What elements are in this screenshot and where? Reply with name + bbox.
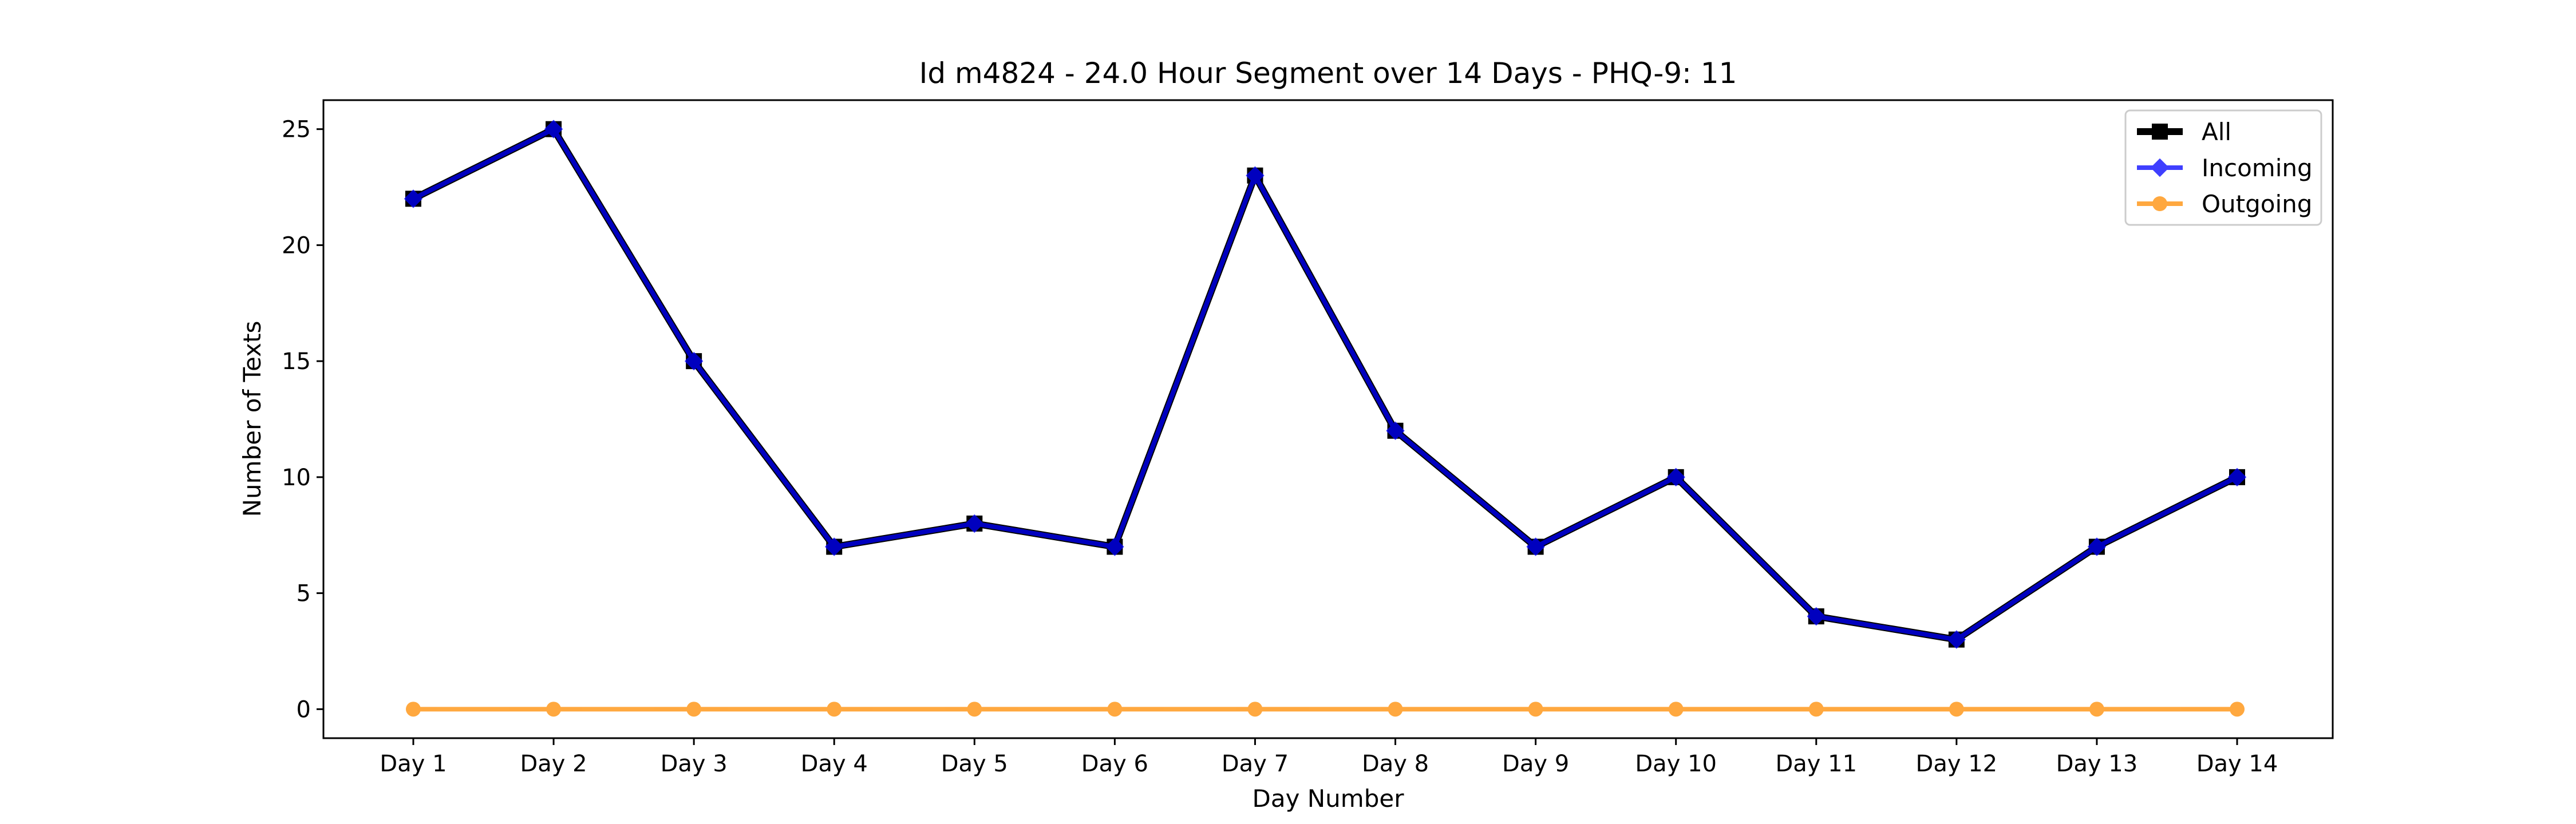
x-tick-label: Day 6 [1081,751,1148,777]
data-point-incoming [2227,468,2247,487]
x-tick-label: Day 9 [1502,751,1569,777]
x-tick-label: Day 12 [1916,751,1998,777]
data-point-incoming [965,514,984,533]
y-axis: 0 5 10 15 20 25 [282,117,323,723]
legend-box [2124,109,2322,226]
legend-label: Outgoing [2202,190,2312,218]
x-tick-label: Day 14 [2196,751,2278,777]
data-point-outgoing [827,702,842,717]
data-point-outgoing [1668,702,1684,717]
data-point-outgoing [686,702,702,717]
data-point-incoming [1526,537,1545,556]
data-point-outgoing [1107,702,1123,717]
data-point-outgoing [1528,702,1543,717]
data-point-outgoing [967,702,982,717]
y-tick-label: 10 [282,465,311,491]
data-point-incoming [1105,537,1124,556]
data-point-incoming [1947,630,1966,649]
data-point-outgoing [546,702,562,717]
series-line-all [412,125,2239,643]
data-point-outgoing [2230,702,2245,717]
x-tick-label: Day 10 [1635,751,1717,777]
plot-frame [322,99,2334,739]
data-point-incoming [1386,421,1405,441]
legend: All Incoming Outgoing [2124,109,2322,226]
x-axis: Day 1 Day 2 Day 3 Day 4 Day 5 Day 6 Day 7 Day 8… [380,738,2278,777]
legend-item-incoming [2137,158,2183,177]
legend-label: Incoming [2202,154,2313,182]
series-layer [404,120,2247,717]
legend-marker [2152,124,2168,140]
data-point-incoming [1246,166,1265,185]
series-incoming [404,120,2247,649]
x-tick-label: Day 11 [1775,751,1857,777]
legend-marker [2150,158,2170,177]
x-tick-label: Day 8 [1362,751,1429,777]
x-tick-label: Day 7 [1222,751,1289,777]
data-point-outgoing [1949,702,1964,717]
data-point-outgoing [1388,702,1403,717]
data-point-incoming [2087,537,2107,556]
data-point-incoming [1666,468,1685,487]
x-tick-label: Day 5 [941,751,1008,777]
data-point-incoming [824,537,844,556]
data-point-incoming [1807,607,1826,626]
data-point-outgoing [1247,702,1263,717]
x-axis-label: Day Number [1252,785,1404,813]
x-tick-label: Day 1 [380,751,447,777]
y-tick-label: 5 [297,581,311,607]
series-all [405,121,2245,648]
data-point-outgoing [2089,702,2104,717]
legend-item-outgoing [2137,196,2183,211]
data-point-incoming [404,189,423,208]
data-point-outgoing [1808,702,1824,717]
series-outgoing [406,702,2245,717]
y-tick-label: 0 [297,696,311,723]
series-line-incoming [412,126,2238,642]
y-tick-label: 20 [282,232,311,259]
y-tick-label: 15 [282,348,311,375]
x-tick-label: Day 4 [801,751,868,777]
x-tick-label: Day 13 [2056,751,2138,777]
x-tick-label: Day 3 [661,751,728,777]
data-point-incoming [684,351,704,371]
x-tick-label: Day 2 [520,751,587,777]
legend-item-all [2137,124,2183,140]
data-point-incoming [544,120,563,138]
legend-marker [2152,196,2167,211]
data-point-outgoing [406,702,421,717]
legend-label: All [2202,118,2231,146]
y-axis-label: Number of Texts [238,321,266,517]
y-tick-label: 25 [282,117,311,143]
chart-title: Id m4824 - 24.0 Hour Segment over 14 Day… [919,57,1737,90]
